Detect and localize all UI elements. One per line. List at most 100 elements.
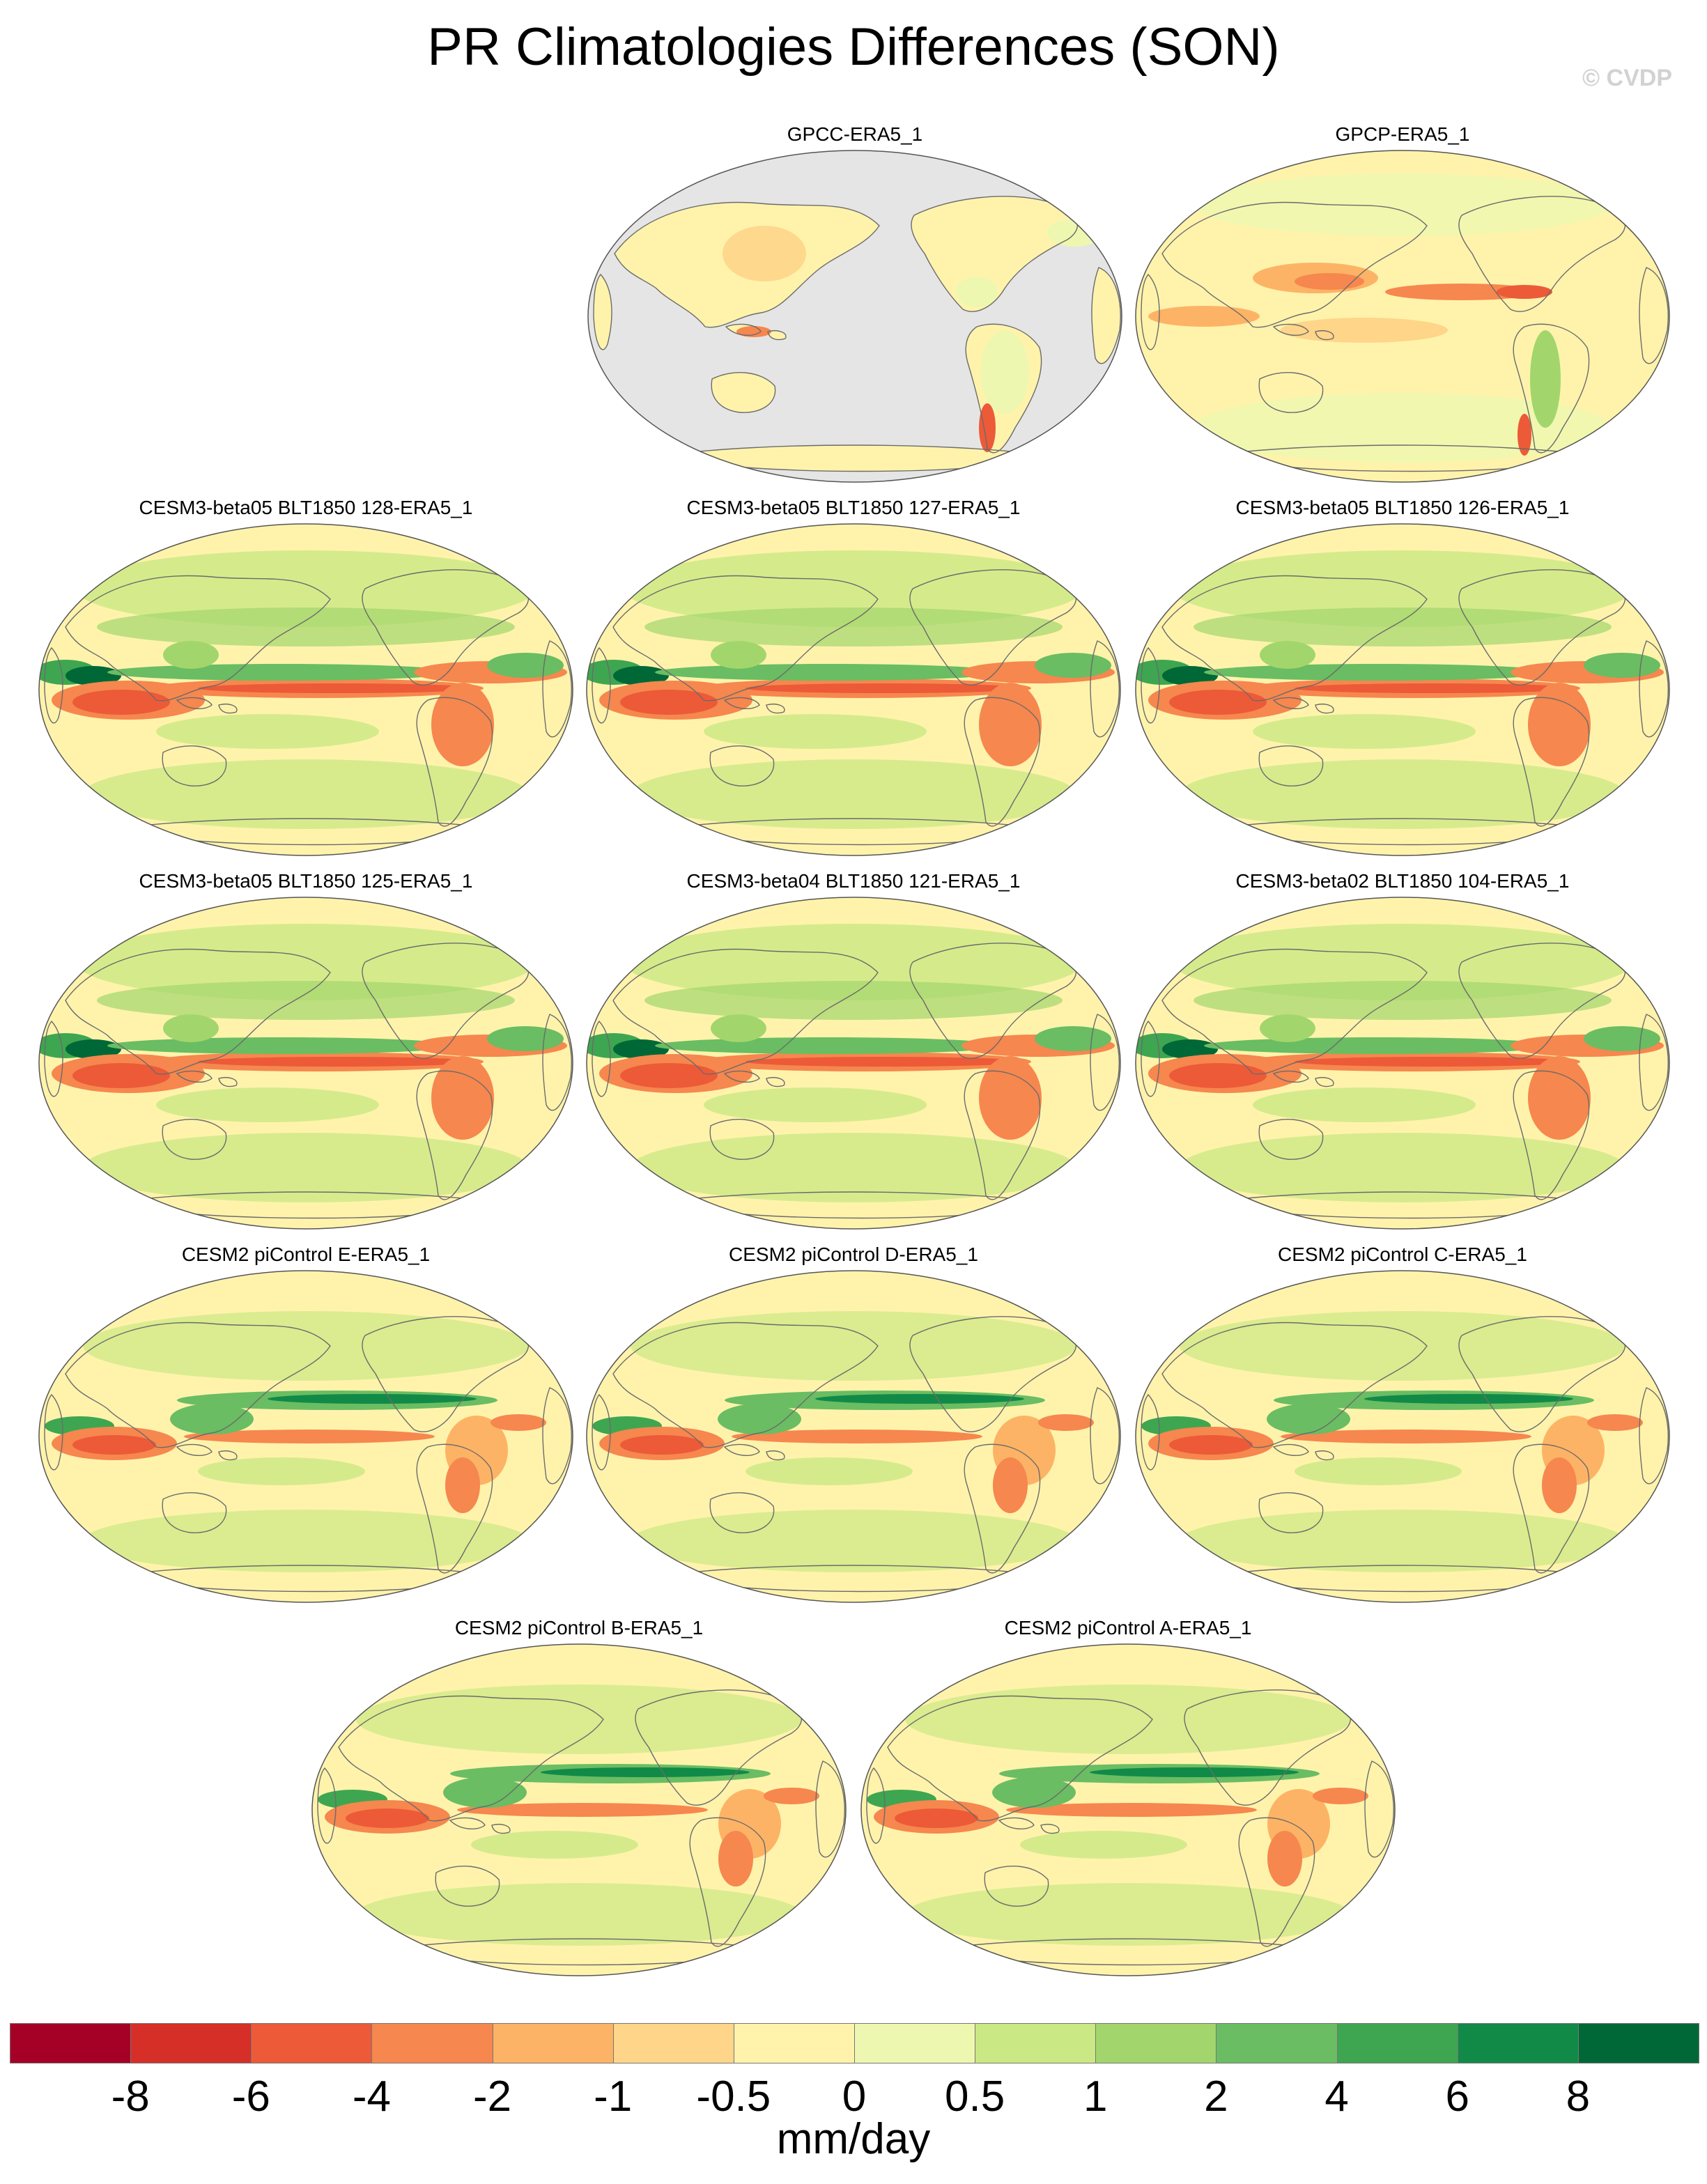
colorbar-swatch (1457, 2023, 1579, 2063)
colorbar-swatch (854, 2023, 976, 2063)
colorbar-tick-label: -0.5 (696, 2073, 771, 2121)
map-border (1135, 523, 1670, 856)
colorbar (10, 2023, 1699, 2063)
colorbar-swatch (492, 2023, 614, 2063)
colorbar-tick-label: 0 (842, 2073, 867, 2121)
map-plot (586, 523, 1121, 856)
map-border (587, 150, 1122, 483)
panel-title: CESM2 piControl A-ERA5_1 (1004, 1617, 1252, 1639)
map-plot (587, 150, 1122, 483)
map-plot (38, 897, 573, 1230)
map-border (1135, 1270, 1670, 1603)
map-panel: GPCC-ERA5_1 (587, 123, 1123, 485)
precip-difference-field (39, 524, 573, 855)
map-panel: CESM3-beta04 BLT1850 121-ERA5_1 (585, 869, 1122, 1232)
precip-difference-field (39, 1271, 573, 1602)
colorbar-swatch (1577, 2023, 1699, 2063)
coastlines (44, 943, 572, 1219)
colorbar-swatch (733, 2023, 855, 2063)
map-panel: CESM2 piControl E-ERA5_1 (38, 1243, 574, 1605)
precip-difference-field (587, 897, 1120, 1229)
map-panel: GPCP-ERA5_1 (1134, 123, 1671, 485)
panel-title: CESM3-beta05 BLT1850 128-ERA5_1 (139, 497, 473, 518)
panel-title: GPCC-ERA5_1 (787, 123, 923, 145)
map-panel: CESM2 piControl D-ERA5_1 (585, 1243, 1122, 1605)
precip-difference-field (1136, 897, 1669, 1229)
colorbar-swatch (1216, 2023, 1338, 2063)
colorbar-tick-label: -8 (111, 2073, 150, 2121)
colorbar-tick-label: -1 (594, 2073, 633, 2121)
map-panel: CESM2 piControl A-ERA5_1 (860, 1616, 1396, 1978)
precip-difference-field (1136, 524, 1669, 855)
map-plot (860, 1643, 1396, 1976)
colorbar-tick-label: -4 (352, 2073, 391, 2121)
map-border (586, 1270, 1121, 1603)
map-panel: CESM2 piControl C-ERA5_1 (1134, 1243, 1671, 1605)
colorbar-swatch (1336, 2023, 1458, 2063)
map-panel: CESM3-beta05 BLT1850 125-ERA5_1 (38, 869, 574, 1232)
colorbar-tick-label: 2 (1204, 2073, 1228, 2121)
colorbar-units: mm/day (776, 2115, 931, 2163)
map-border (860, 1643, 1396, 1976)
map-plot (38, 1270, 573, 1603)
cvdp-watermark: © CVDP (1582, 65, 1672, 91)
precip-difference-field (1136, 1271, 1669, 1602)
map-plot (311, 1643, 847, 1976)
coastlines (593, 196, 1121, 472)
panel-title: GPCP-ERA5_1 (1335, 123, 1470, 145)
map-border (586, 523, 1121, 856)
map-plot (1135, 1270, 1670, 1603)
coastlines (592, 1316, 1120, 1593)
map-border (1135, 150, 1670, 483)
precip-difference-field (312, 1644, 846, 1976)
colorbar-tick-label: 4 (1324, 2073, 1349, 2121)
panel-title: CESM2 piControl C-ERA5_1 (1278, 1244, 1527, 1265)
colorbar-tick-label: 6 (1445, 2073, 1469, 2121)
precip-difference-field (39, 897, 573, 1229)
coastlines (44, 569, 572, 846)
precip-difference-field (861, 1644, 1395, 1976)
map-border (38, 523, 573, 856)
panel-title: CESM3-beta05 BLT1850 125-ERA5_1 (139, 870, 473, 892)
colorbar-tick-label: -6 (231, 2073, 270, 2121)
precip-difference-field (588, 150, 1122, 482)
map-plot (38, 523, 573, 856)
colorbar-swatch (130, 2023, 252, 2063)
map-plot (586, 1270, 1121, 1603)
coastlines (1141, 569, 1669, 846)
precip-difference-field (1136, 150, 1669, 482)
colorbar-tick-label: 8 (1566, 2073, 1591, 2121)
map-panel: CESM3-beta05 BLT1850 127-ERA5_1 (585, 496, 1122, 858)
colorbar-swatch (371, 2023, 493, 2063)
colorbar-tick-label: 1 (1083, 2073, 1108, 2121)
colorbar-swatch (612, 2023, 734, 2063)
colorbar-swatch (975, 2023, 1097, 2063)
map-panel: CESM3-beta05 BLT1850 126-ERA5_1 (1134, 496, 1671, 858)
panel-title: CESM3-beta05 BLT1850 127-ERA5_1 (686, 497, 1021, 518)
map-panel: CESM3-beta02 BLT1850 104-ERA5_1 (1134, 869, 1671, 1232)
panel-title: CESM2 piControl D-ERA5_1 (729, 1244, 978, 1265)
map-border (1135, 897, 1670, 1230)
colorbar-swatch (251, 2023, 373, 2063)
figure-title: PR Climatologies Differences (SON) (427, 17, 1280, 77)
map-border (311, 1643, 847, 1976)
map-plot (1135, 897, 1670, 1230)
panel-title: CESM2 piControl B-ERA5_1 (454, 1617, 704, 1639)
map-panel: CESM3-beta05 BLT1850 128-ERA5_1 (38, 496, 574, 858)
panel-title: CESM3-beta04 BLT1850 121-ERA5_1 (686, 870, 1021, 892)
precip-difference-field (587, 524, 1120, 855)
panel-title: CESM3-beta05 BLT1850 126-ERA5_1 (1235, 497, 1570, 518)
map-border (38, 897, 573, 1230)
colorbar-swatch (10, 2023, 132, 2063)
colorbar-tick-label: -2 (472, 2073, 512, 2121)
coastlines (592, 569, 1120, 846)
map-border (586, 897, 1121, 1230)
map-plot (586, 897, 1121, 1230)
panel-title: CESM2 piControl E-ERA5_1 (181, 1244, 431, 1265)
colorbar-tick-label: 0.5 (945, 2073, 1005, 2121)
panel-title: CESM3-beta02 BLT1850 104-ERA5_1 (1235, 870, 1570, 892)
map-panel: CESM2 piControl B-ERA5_1 (311, 1616, 847, 1978)
map-border (38, 1270, 573, 1603)
precip-difference-field (587, 1271, 1120, 1602)
map-plot (1135, 150, 1670, 483)
